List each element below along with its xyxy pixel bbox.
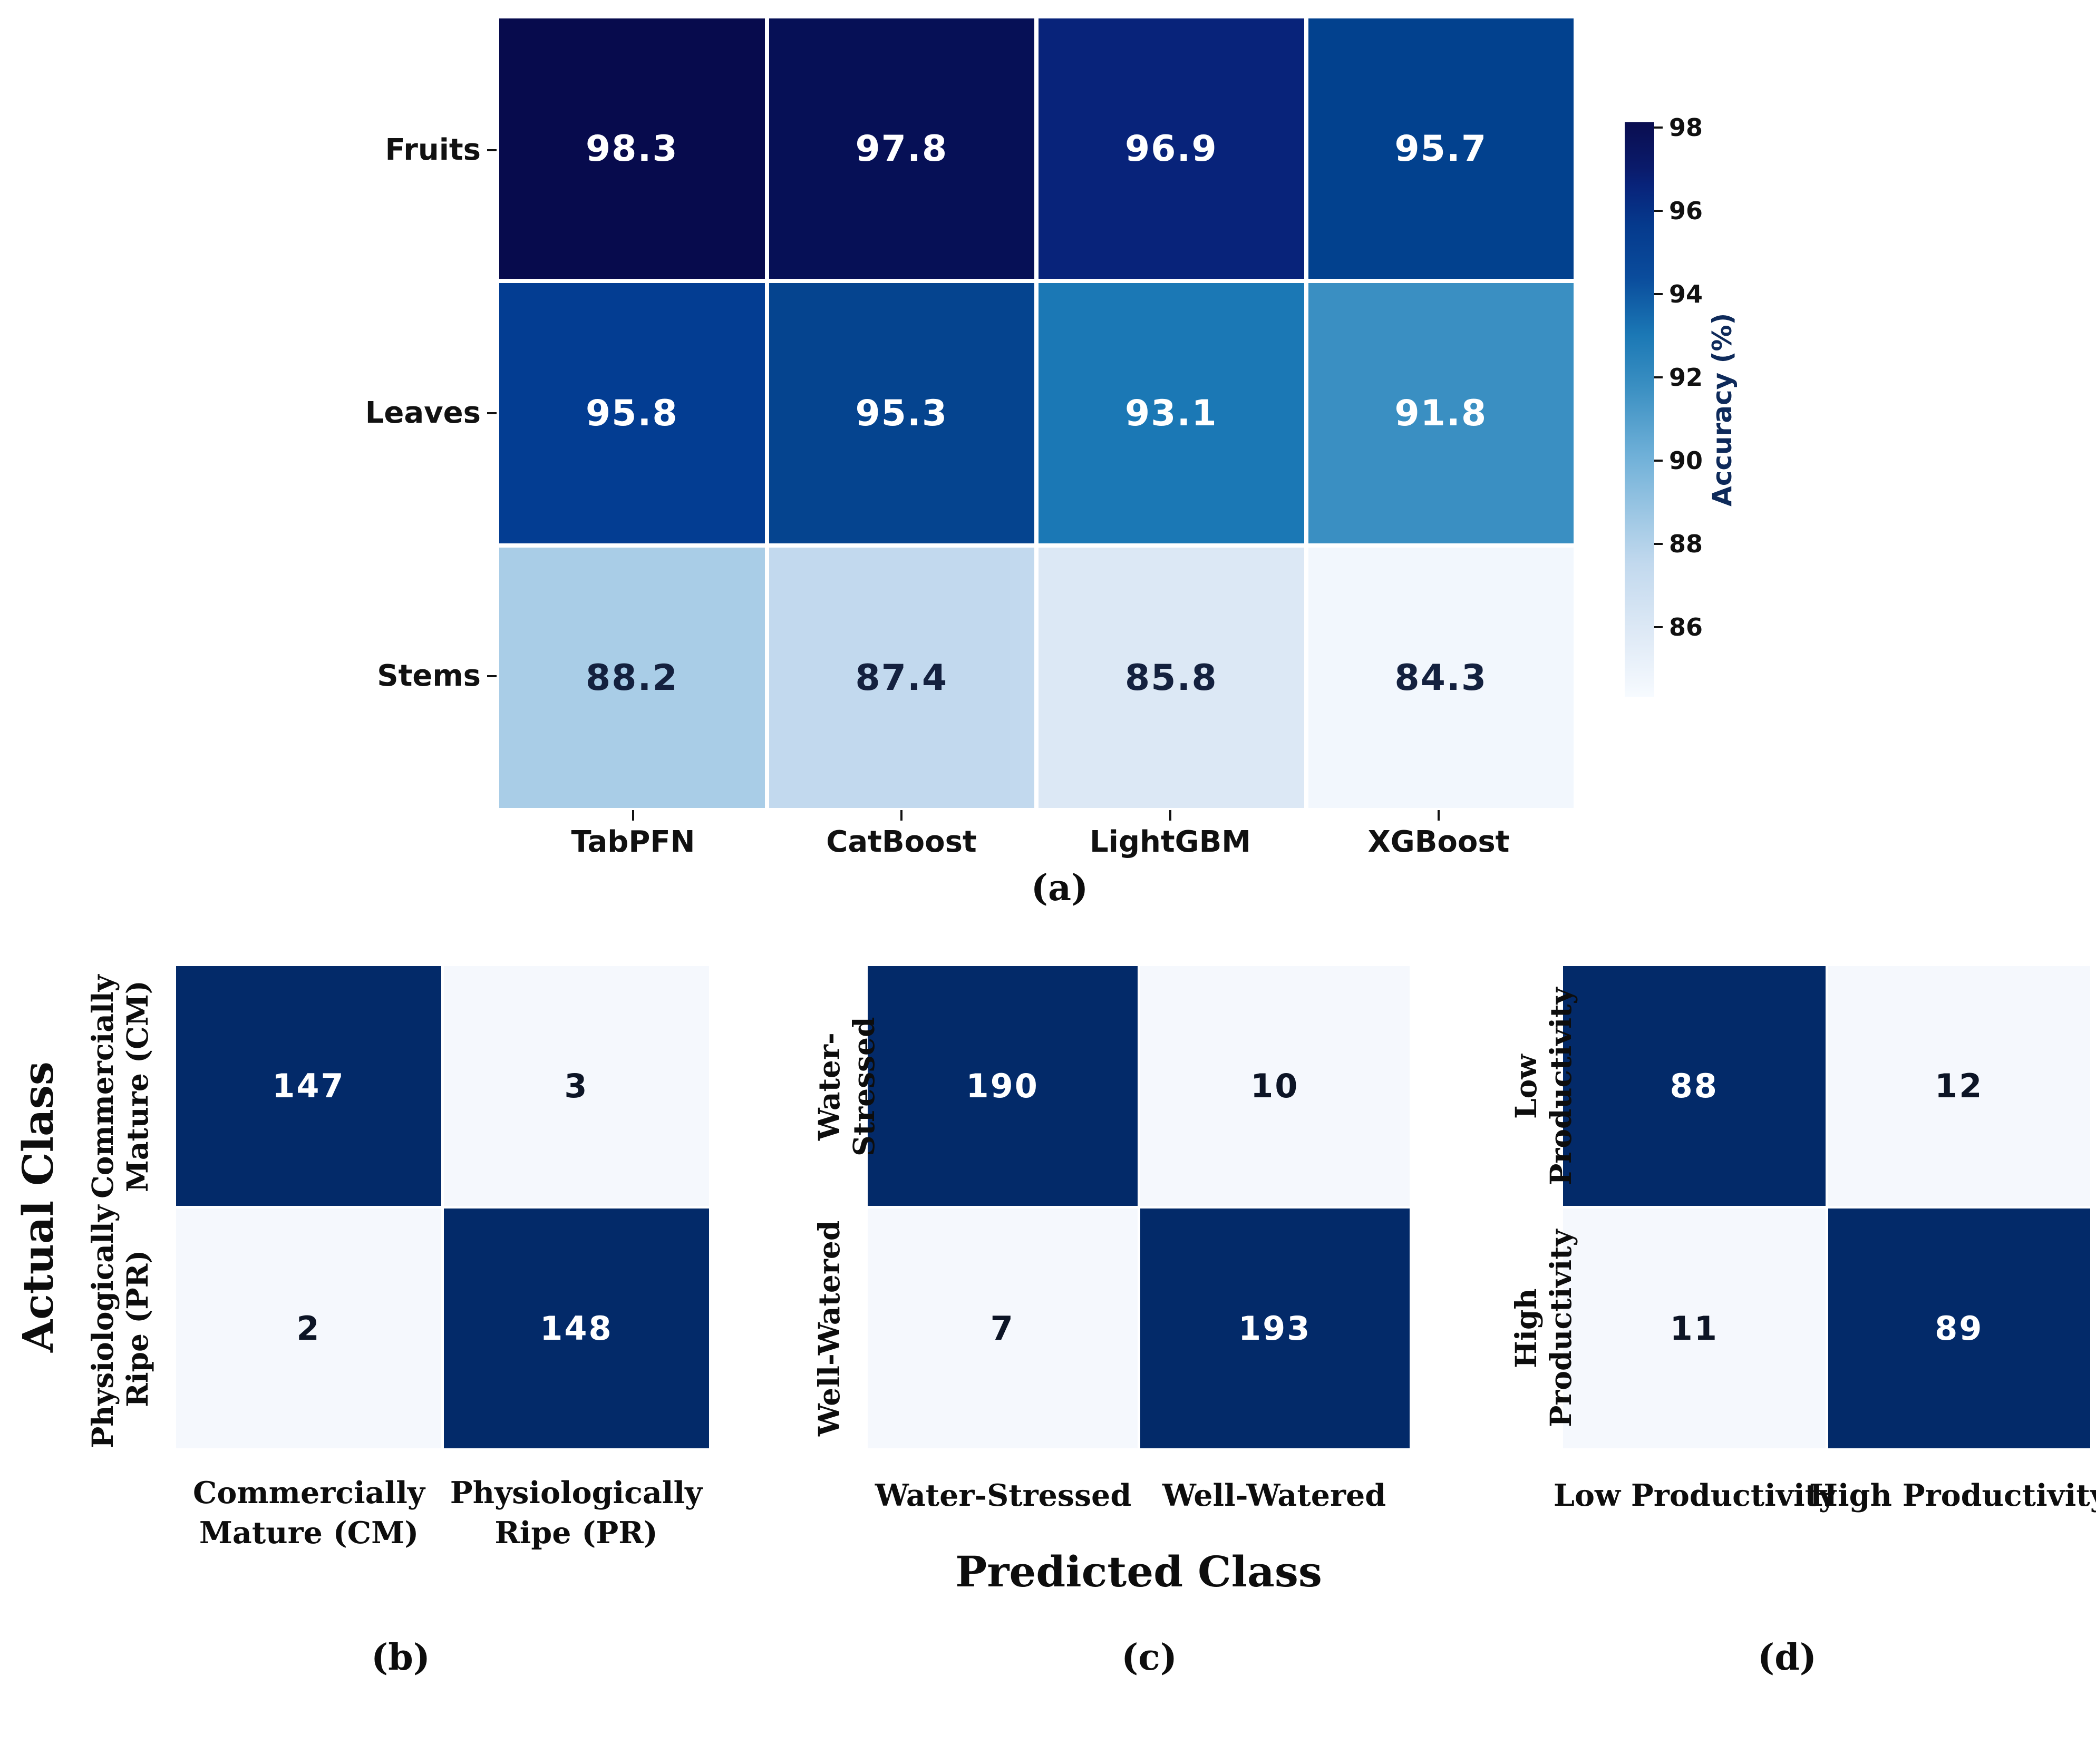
colorbar-tick-label: 90 <box>1669 446 1703 475</box>
panel-d-col-label-1: High Productivity <box>1809 1478 2096 1513</box>
x-axis-tick <box>1169 810 1171 821</box>
x-axis-tick <box>900 810 903 821</box>
confusion-cell: 7 <box>868 1209 1138 1448</box>
confusion-cell: 2 <box>176 1209 441 1448</box>
confusion-cell: 190 <box>868 966 1138 1206</box>
caption-c: (c) <box>1121 1636 1177 1679</box>
heatmap-cell: 84.3 <box>1308 548 1574 808</box>
heatmap-cell: 87.4 <box>769 548 1034 808</box>
heatmap-cell: 96.9 <box>1039 18 1304 279</box>
y-tick-label-stems: Stems <box>377 659 481 693</box>
x-axis-tick <box>1438 810 1440 821</box>
panel-b-confusion-matrix: 147 3 2 148 <box>176 966 709 1448</box>
colorbar-tick-label: 88 <box>1669 530 1703 558</box>
confusion-cell: 88 <box>1563 966 1826 1206</box>
x-tick-label-lightgbm: LightGBM <box>1090 825 1251 859</box>
heatmap-cell: 91.8 <box>1308 283 1574 543</box>
panel-b-row-label-0: Commercially Mature (CM) <box>85 974 154 1198</box>
colorbar-tick-label: 86 <box>1669 613 1703 641</box>
panel-b-col-label-0: Commercially Mature (CM) <box>192 1475 425 1551</box>
colorbar-tick-label: 98 <box>1669 113 1703 142</box>
colorbar-tick <box>1654 543 1663 545</box>
y-tick-label-leaves: Leaves <box>365 396 481 430</box>
x-tick-label-catboost: CatBoost <box>826 825 977 859</box>
heatmap-cell: 98.3 <box>499 18 765 279</box>
colorbar-tick-label: 94 <box>1669 280 1703 308</box>
heatmap-cell: 88.2 <box>499 548 765 808</box>
caption-d: (d) <box>1758 1636 1817 1679</box>
confusion-cell: 147 <box>176 966 441 1206</box>
heatmap-cell: 95.7 <box>1308 18 1574 279</box>
panel-d-row-label-0: Low Productivity <box>1509 987 1578 1186</box>
colorbar-tick <box>1654 293 1663 295</box>
confusion-cell: 89 <box>1828 1209 2090 1448</box>
panel-c-col-label-1: Well-Watered <box>1162 1478 1386 1513</box>
panel-c-confusion-matrix: 190 10 7 193 <box>868 966 1410 1448</box>
confusion-cell: 10 <box>1140 966 1410 1206</box>
panel-c-row-label-1: Well-Watered <box>812 1220 846 1437</box>
colorbar-tick <box>1654 210 1663 212</box>
panel-c-col-label-0: Water-Stressed <box>875 1478 1132 1513</box>
colorbar-tick-label: 96 <box>1669 197 1703 225</box>
colorbar-tick <box>1654 126 1663 129</box>
heatmap-cell: 93.1 <box>1039 283 1304 543</box>
confusion-cell: 11 <box>1563 1209 1826 1448</box>
heatmap-cell: 85.8 <box>1039 548 1304 808</box>
panel-d-col-label-0: Low Productivity <box>1553 1478 1837 1513</box>
x-axis-tick <box>632 810 634 821</box>
caption-b: (b) <box>371 1636 430 1679</box>
x-tick-label-xgboost: XGBoost <box>1367 825 1510 859</box>
y-axis-tick <box>487 149 497 151</box>
confusion-cell: 148 <box>444 1209 709 1448</box>
confusion-cell: 12 <box>1828 966 2090 1206</box>
colorbar <box>1625 122 1654 697</box>
y-axis-tick <box>487 675 497 677</box>
panel-b-row-label-1: Physiologically Ripe (PR) <box>85 1205 154 1448</box>
y-axis-tick <box>487 412 497 414</box>
panel-d-confusion-matrix: 88 12 11 89 <box>1563 966 2090 1448</box>
heatmap-cell: 97.8 <box>769 18 1034 279</box>
y-tick-label-fruits: Fruits <box>385 133 481 167</box>
heatmap-cell: 95.3 <box>769 283 1034 543</box>
confusion-cell: 193 <box>1140 1209 1410 1448</box>
colorbar-tick <box>1654 626 1663 628</box>
panel-a-heatmap: 98.3 97.8 96.9 95.7 95.8 95.3 93.1 91.8 … <box>499 18 1574 808</box>
colorbar-tick-label: 92 <box>1669 363 1703 392</box>
heatmap-cell: 95.8 <box>499 283 765 543</box>
panel-d-row-label-1: High Productivity <box>1509 1229 1578 1428</box>
colorbar-axis-label: Accuracy (%) <box>1707 313 1738 506</box>
colorbar-tick <box>1654 460 1663 462</box>
caption-a: (a) <box>1031 867 1089 909</box>
y-axis-title: Actual Class <box>13 1061 63 1353</box>
panel-b-col-label-1: Physiologically Ripe (PR) <box>450 1475 703 1551</box>
confusion-cell: 3 <box>444 966 709 1206</box>
x-tick-label-tabpfn: TabPFN <box>571 825 695 859</box>
panel-c-row-label-0: Water-Stressed <box>812 1017 881 1156</box>
colorbar-tick <box>1654 376 1663 378</box>
x-axis-title: Predicted Class <box>955 1547 1322 1596</box>
